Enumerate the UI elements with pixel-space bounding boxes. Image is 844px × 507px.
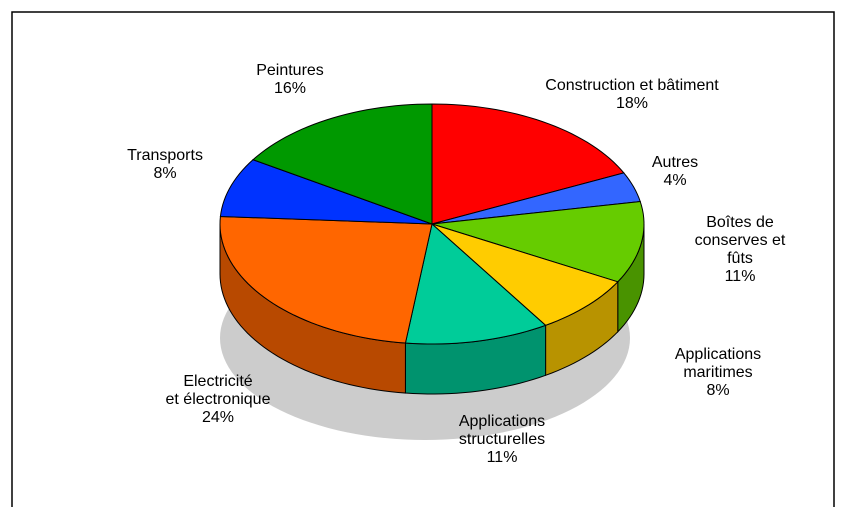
slice-label: Autres 4% bbox=[652, 154, 698, 190]
slice-label: Peintures 16% bbox=[256, 62, 324, 98]
slice-label: Applications maritimes 8% bbox=[655, 346, 781, 400]
value-label: 4% bbox=[663, 172, 687, 189]
slice bbox=[431, 200, 645, 283]
value-label: 16% bbox=[273, 80, 307, 97]
slice-label: Transports 8% bbox=[127, 147, 203, 183]
value-label: 11% bbox=[724, 268, 756, 285]
category-label: Construction et bâtiment bbox=[545, 77, 719, 94]
slice bbox=[431, 103, 625, 225]
slice bbox=[219, 159, 433, 225]
category-label: Autres bbox=[651, 154, 699, 171]
category-label: Applications structurelles bbox=[458, 413, 546, 448]
slice bbox=[219, 215, 433, 344]
category-label: Electricité et électronique bbox=[165, 373, 271, 408]
value-label: 8% bbox=[706, 382, 730, 399]
slice-label: Boîtes de conserves et fûts 11% bbox=[688, 214, 792, 286]
value-label: 8% bbox=[153, 165, 177, 182]
category-label: Transports bbox=[127, 147, 203, 164]
slice bbox=[431, 223, 619, 326]
slice bbox=[404, 223, 547, 345]
slice bbox=[431, 172, 641, 225]
value-label: 24% bbox=[201, 409, 235, 426]
category-label: Peintures bbox=[256, 62, 324, 79]
slice-label: Electricité et électronique 24% bbox=[166, 373, 271, 427]
value-label: 11% bbox=[486, 449, 518, 466]
slice-label: Construction et bâtiment 18% bbox=[545, 77, 718, 113]
slice-label: Applications structurelles 11% bbox=[459, 413, 545, 467]
category-label: Applications maritimes bbox=[674, 346, 762, 381]
frame bbox=[11, 11, 835, 507]
slice bbox=[252, 103, 433, 225]
value-label: 18% bbox=[615, 95, 649, 112]
category-label: Boîtes de conserves et fûts bbox=[694, 214, 786, 267]
